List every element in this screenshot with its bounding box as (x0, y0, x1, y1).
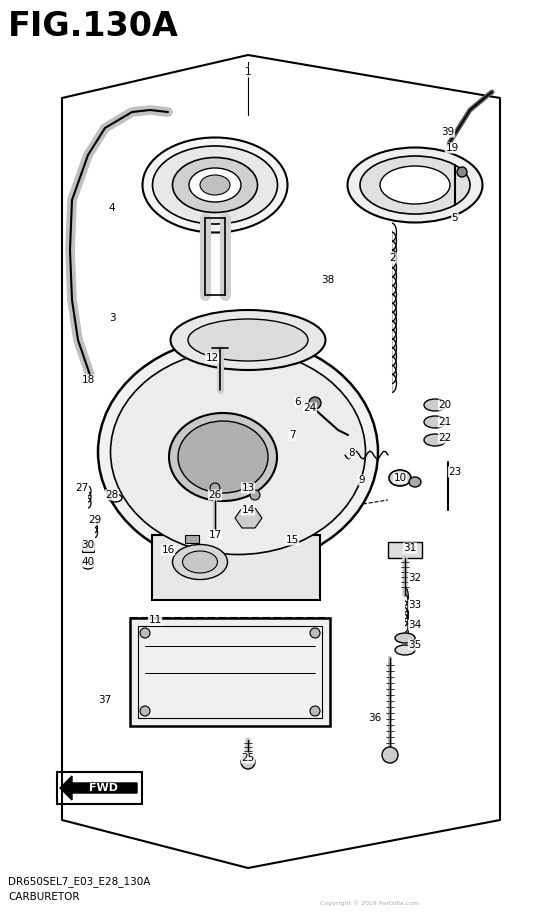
Ellipse shape (360, 156, 470, 214)
Polygon shape (60, 776, 137, 800)
Ellipse shape (310, 628, 320, 638)
Ellipse shape (210, 483, 220, 493)
Ellipse shape (172, 157, 258, 213)
Ellipse shape (424, 399, 446, 411)
Text: 29: 29 (88, 515, 101, 525)
Text: 23: 23 (449, 467, 461, 477)
Text: 8: 8 (349, 448, 355, 458)
Ellipse shape (409, 477, 421, 487)
Text: 16: 16 (161, 545, 175, 555)
Bar (130, 618, 330, 726)
Ellipse shape (169, 413, 277, 501)
Ellipse shape (140, 706, 150, 716)
Ellipse shape (172, 544, 227, 579)
Text: FIG.130A: FIG.130A (8, 10, 179, 43)
Text: 10: 10 (394, 473, 407, 483)
Text: 7: 7 (289, 430, 295, 440)
Ellipse shape (250, 490, 260, 500)
Text: 20: 20 (438, 400, 451, 410)
Ellipse shape (170, 310, 325, 370)
Bar (138, 626, 322, 718)
Ellipse shape (142, 138, 287, 233)
Text: FWD: FWD (90, 783, 119, 793)
Text: CARBURETOR: CARBURETOR (8, 892, 80, 902)
Text: 39: 39 (441, 127, 455, 137)
Text: 3: 3 (109, 313, 115, 323)
Text: 36: 36 (368, 713, 381, 723)
Text: 4: 4 (109, 203, 115, 213)
Text: 30: 30 (81, 540, 95, 550)
Text: 19: 19 (445, 143, 459, 153)
Text: 31: 31 (403, 543, 417, 553)
Text: Copyright © 2019 Partzilla.com: Copyright © 2019 Partzilla.com (320, 900, 419, 906)
Text: 17: 17 (208, 530, 222, 540)
Polygon shape (235, 508, 262, 528)
Bar (57, 772, 142, 804)
Text: 14: 14 (241, 505, 255, 515)
Ellipse shape (395, 645, 415, 655)
Ellipse shape (140, 628, 150, 638)
Ellipse shape (395, 633, 415, 643)
Bar (82, 542, 94, 552)
Text: 2: 2 (390, 253, 396, 263)
Text: 12: 12 (206, 353, 218, 363)
Text: 35: 35 (408, 640, 422, 650)
Ellipse shape (200, 175, 230, 195)
Text: 26: 26 (208, 490, 222, 500)
Ellipse shape (348, 148, 483, 223)
Ellipse shape (178, 421, 268, 493)
Text: 27: 27 (76, 483, 88, 493)
Text: 21: 21 (438, 417, 451, 427)
Ellipse shape (183, 551, 217, 573)
Ellipse shape (110, 349, 366, 554)
Ellipse shape (310, 706, 320, 716)
Text: 28: 28 (105, 490, 119, 500)
Ellipse shape (380, 166, 450, 204)
Polygon shape (388, 542, 422, 558)
Text: 40: 40 (81, 557, 95, 567)
Ellipse shape (241, 755, 255, 769)
Text: 1: 1 (245, 67, 251, 77)
Ellipse shape (424, 434, 446, 446)
Bar (152, 535, 320, 600)
Text: DR650SEL7_E03_E28_130A: DR650SEL7_E03_E28_130A (8, 876, 151, 887)
Text: 11: 11 (148, 615, 162, 625)
Text: 33: 33 (408, 600, 422, 610)
Text: 32: 32 (408, 573, 422, 583)
Text: 6: 6 (295, 397, 301, 407)
Ellipse shape (98, 337, 378, 567)
Bar (185, 535, 199, 543)
Ellipse shape (189, 168, 241, 202)
Text: 15: 15 (286, 535, 298, 545)
Text: 25: 25 (241, 753, 255, 763)
Ellipse shape (152, 146, 278, 224)
Text: 24: 24 (304, 403, 316, 413)
Ellipse shape (382, 747, 398, 763)
Text: 5: 5 (452, 213, 458, 223)
Ellipse shape (424, 416, 446, 428)
Ellipse shape (188, 319, 308, 361)
Ellipse shape (457, 167, 467, 177)
Text: 9: 9 (359, 475, 365, 485)
Text: 13: 13 (241, 483, 255, 493)
Ellipse shape (389, 470, 411, 486)
Text: 34: 34 (408, 620, 422, 630)
Text: 38: 38 (321, 275, 335, 285)
Text: 22: 22 (438, 433, 451, 443)
Ellipse shape (309, 397, 321, 409)
Text: 18: 18 (81, 375, 95, 385)
Text: 37: 37 (99, 695, 111, 705)
